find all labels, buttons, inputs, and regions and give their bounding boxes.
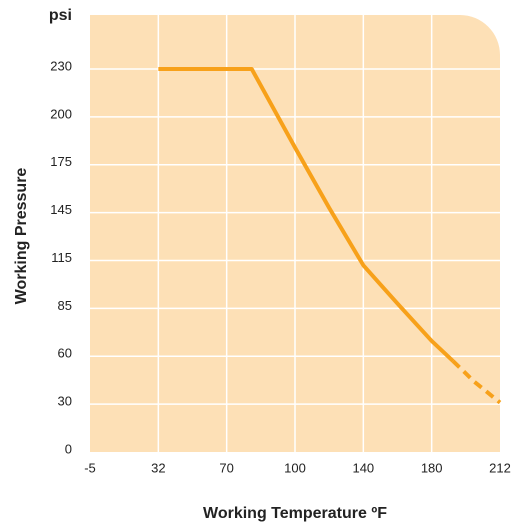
x-tick-label: 140	[352, 460, 374, 475]
x-tick-label: 32	[151, 460, 165, 475]
y-axis-label: Working Pressure	[13, 168, 30, 305]
y-tick-label: 85	[58, 298, 72, 313]
x-tick-label: 180	[421, 460, 443, 475]
y-tick-label: 145	[50, 202, 72, 217]
y-tick-label: 30	[58, 394, 72, 409]
y-tick-label: 200	[50, 106, 72, 121]
x-tick-label: 100	[284, 460, 306, 475]
data-line	[158, 67, 455, 363]
y-tick-label: 115	[51, 250, 72, 265]
y-tick-label: 60	[58, 346, 72, 361]
y-tick-label: 230	[50, 58, 72, 73]
x-axis-label: Working Temperature ºF	[203, 505, 387, 522]
y-tick-label: 0	[65, 441, 72, 456]
data-line	[451, 359, 502, 405]
x-tick-label: 70	[219, 460, 233, 475]
y-tick-label: 175	[50, 154, 72, 169]
x-tick-label: 212	[489, 460, 511, 475]
y-unit: psi	[49, 7, 72, 24]
x-tick-label: -5	[84, 460, 96, 475]
